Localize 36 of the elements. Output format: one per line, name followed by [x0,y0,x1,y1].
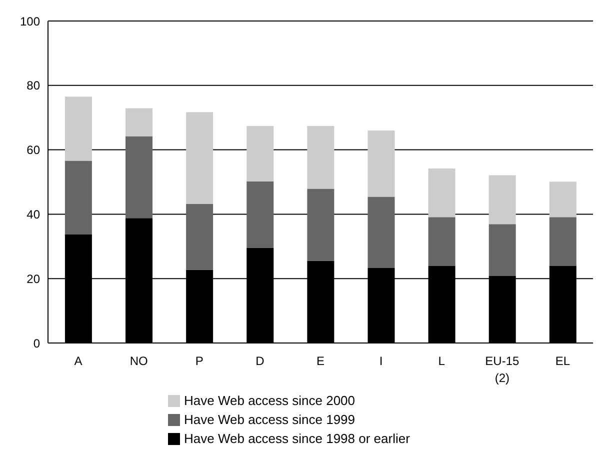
bar [307,188,334,261]
y-tick-label: 20 [26,272,40,286]
bar [64,96,92,161]
bar [246,126,274,182]
bar [126,136,153,218]
legend-label: Have Web access since 1999 [184,411,356,429]
bar [488,175,516,224]
x-tick-label: I [379,354,383,368]
bar [246,181,274,248]
bar [549,217,576,266]
x-tick-label: EL [555,354,570,368]
x-tick-label: P [195,354,204,368]
y-tick-label: 60 [26,143,40,158]
bar [186,112,214,204]
bar [428,168,456,218]
bar [549,182,576,218]
bar [368,196,395,268]
bar [186,204,214,270]
bar [368,130,395,197]
y-tick-label: 80 [26,78,40,93]
bar [64,160,92,234]
x-tick-label: EU-15 (2) [485,354,520,385]
x-tick-label: NO [130,354,148,368]
y-tick-label: 0 [33,336,40,350]
x-tick-label: E [316,354,325,368]
legend-label: Have Web access since 2000 [184,392,356,410]
x-tick-label: D [256,354,265,368]
bar [488,224,516,276]
legend-label: Have Web access since 1998 or earlier [184,430,410,448]
y-tick-label: 40 [26,207,40,222]
bar [428,217,456,266]
bar [307,126,334,189]
x-tick-label: A [74,354,82,368]
y-tick-label: 100 [20,14,40,28]
x-tick-label: L [438,354,446,368]
bar [126,108,153,136]
